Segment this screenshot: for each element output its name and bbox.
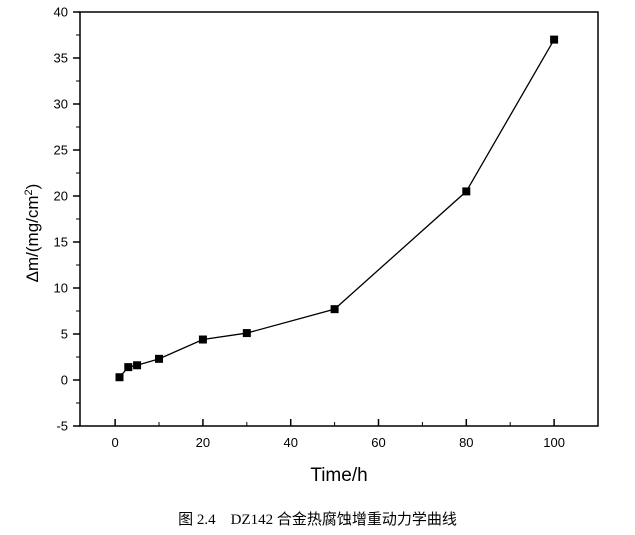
series-line bbox=[119, 39, 555, 378]
x-tick-label: 60 bbox=[371, 435, 385, 450]
data-point-marker bbox=[124, 363, 133, 372]
y-tick-label: 30 bbox=[54, 97, 68, 112]
y-axis-label-superscript: 2 bbox=[23, 189, 35, 195]
y-axis-label-main: Δm/(mg/cm bbox=[23, 195, 42, 282]
y-tick-label: 0 bbox=[61, 373, 68, 388]
data-point-marker bbox=[462, 187, 471, 196]
plot-frame bbox=[79, 11, 599, 427]
y-axis-label-end: ) bbox=[23, 184, 42, 190]
series-layer bbox=[115, 35, 559, 382]
y-tick-label: 35 bbox=[54, 51, 68, 66]
figure-caption: 图 2.4 DZ142 合金热腐蚀增重动力学曲线 bbox=[178, 512, 457, 528]
minor-ticks bbox=[76, 34, 599, 426]
major-ticks bbox=[73, 11, 555, 427]
x-tick-label: 40 bbox=[283, 435, 297, 450]
data-point-marker bbox=[242, 329, 251, 338]
data-point-marker bbox=[550, 35, 559, 44]
x-tick-labels: 0 20 40 60 80 100 bbox=[112, 435, 565, 450]
x-tick-label: 80 bbox=[459, 435, 473, 450]
data-point-marker bbox=[133, 361, 142, 370]
x-tick-label: 0 bbox=[112, 435, 119, 450]
data-point-marker bbox=[330, 305, 339, 314]
data-point-marker bbox=[198, 335, 207, 344]
data-point-marker bbox=[155, 354, 164, 363]
y-tick-label: -5 bbox=[56, 419, 68, 434]
x-tick-label: 100 bbox=[543, 435, 565, 450]
y-axis-label: Δm/(mg/cm2) bbox=[23, 184, 42, 283]
y-tick-label: 40 bbox=[54, 5, 68, 20]
data-point-marker bbox=[115, 373, 124, 382]
y-tick-label: 15 bbox=[54, 235, 68, 250]
y-tick-label: 20 bbox=[54, 189, 68, 204]
y-tick-label: 5 bbox=[61, 327, 68, 342]
y-tick-labels: -5 0 5 10 15 20 25 30 35 40 bbox=[54, 5, 68, 434]
x-axis-label: Time/h bbox=[310, 465, 367, 486]
y-tick-label: 25 bbox=[54, 143, 68, 158]
y-tick-label: 10 bbox=[54, 281, 68, 296]
x-tick-label: 20 bbox=[196, 435, 210, 450]
